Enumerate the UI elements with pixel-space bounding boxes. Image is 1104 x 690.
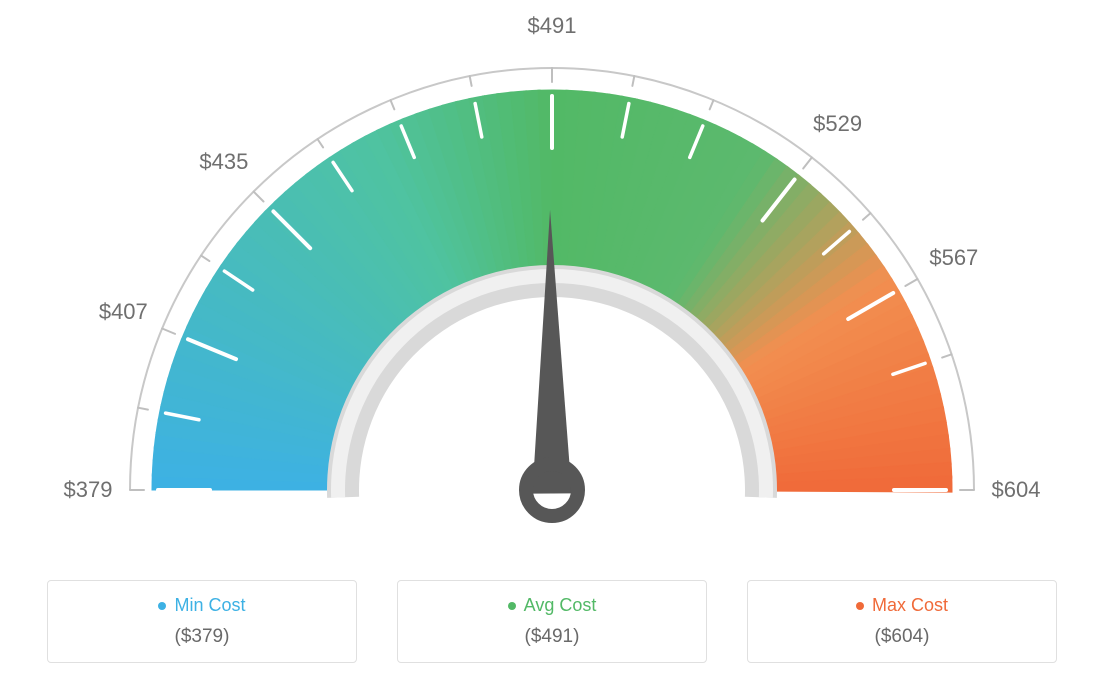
gauge-tick-label: $491 — [528, 13, 577, 39]
gauge-tick-label: $379 — [64, 477, 113, 503]
cost-gauge-chart: $379 $407 $435 $491 $529 $567 $604 Min Cost ($… — [0, 0, 1104, 690]
legend-min-label: Min Cost — [174, 595, 245, 616]
legend-min-dot — [158, 602, 166, 610]
legend-min-card: Min Cost ($379) — [47, 580, 357, 663]
gauge-svg — [0, 0, 1104, 580]
legend-max-value: ($604) — [758, 626, 1046, 648]
gauge-tick-label: $567 — [929, 245, 978, 271]
legend-min-value: ($379) — [58, 626, 346, 648]
gauge-area: $379 $407 $435 $491 $529 $567 $604 — [0, 0, 1104, 580]
legend-max-label: Max Cost — [872, 595, 948, 616]
legend-avg-title: Avg Cost — [508, 595, 597, 616]
gauge-tick-label: $529 — [813, 111, 862, 137]
gauge-tick-label: $604 — [992, 477, 1041, 503]
legend-avg-value: ($491) — [408, 626, 696, 648]
legend-avg-label: Avg Cost — [524, 595, 597, 616]
legend-row: Min Cost ($379) Avg Cost ($491) Max Cost… — [0, 580, 1104, 663]
legend-max-title: Max Cost — [856, 595, 948, 616]
gauge-tick-label: $407 — [99, 299, 148, 325]
legend-min-title: Min Cost — [158, 595, 245, 616]
legend-avg-card: Avg Cost ($491) — [397, 580, 707, 663]
gauge-tick-label: $435 — [199, 149, 248, 175]
legend-avg-dot — [508, 602, 516, 610]
legend-max-dot — [856, 602, 864, 610]
legend-max-card: Max Cost ($604) — [747, 580, 1057, 663]
